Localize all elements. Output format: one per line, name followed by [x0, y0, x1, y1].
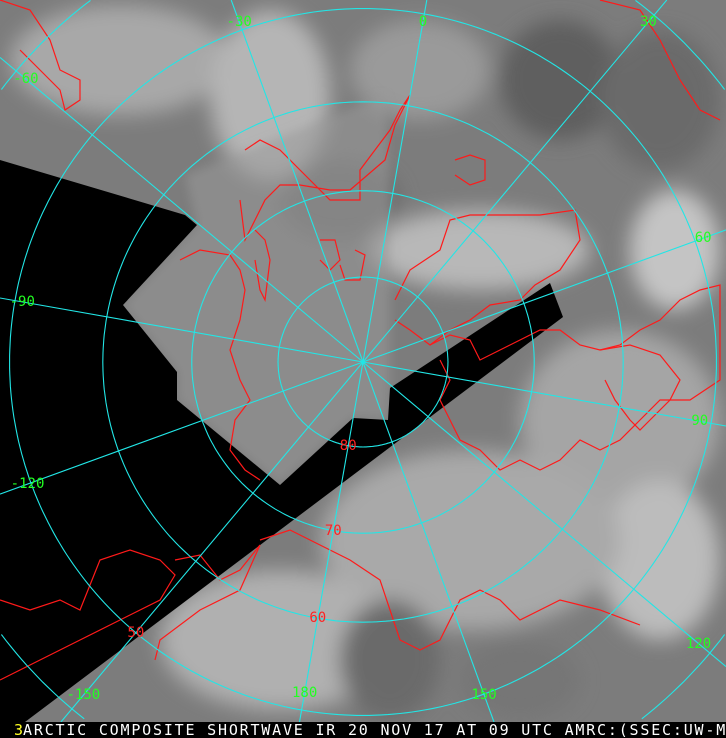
coastline-europe-west	[0, 0, 81, 111]
caption-index: 3	[14, 721, 24, 738]
longitude-label: 120	[685, 635, 712, 652]
coastline-greenland	[394, 209, 581, 346]
latitude-label: 80	[339, 437, 357, 454]
longitude-label: -30	[226, 13, 252, 30]
caption-text: ARCTIC COMPOSITE SHORTWAVE IR 20 NOV 17 …	[23, 721, 726, 738]
meridian-150	[362, 361, 495, 723]
meridian--90	[0, 297, 364, 363]
latitude-circle-40	[641, 634, 726, 720]
longitude-label: -60	[13, 71, 39, 88]
latitude-circle-40	[0, 634, 85, 720]
longitude-label: 0	[418, 14, 428, 31]
longitude-label: -120	[10, 476, 45, 493]
latitude-label: 70	[324, 522, 342, 539]
meridian--180	[298, 361, 364, 723]
latitude-circle-80	[277, 276, 449, 448]
longitude-label: -150	[66, 687, 101, 704]
coastline-british-isles	[339, 249, 366, 281]
coastline-scandinavia	[239, 94, 411, 243]
latitude-circle-50	[9, 8, 717, 716]
no-data-region	[0, 160, 563, 722]
longitude-label: 180	[291, 684, 318, 701]
coastline-svalbard	[319, 239, 341, 271]
coastline-novaya-zemlya	[254, 229, 271, 303]
longitude-label: 150	[471, 686, 497, 703]
coastline-hudson-bay	[599, 344, 681, 431]
meridian--150	[60, 361, 364, 723]
meridian-60	[362, 229, 726, 363]
coastline-greenland-south	[599, 0, 721, 121]
longitude-label: 60	[694, 230, 712, 247]
longitude-label: -90	[9, 293, 35, 310]
longitude-label: 90	[691, 413, 709, 430]
coastline-canadian-archipelago	[429, 284, 721, 471]
coastline-chukotka	[154, 544, 261, 661]
meridian-30	[362, 0, 668, 363]
meridian-120	[362, 361, 726, 668]
latitude-circle-40	[0, 0, 91, 90]
graticule	[0, 0, 726, 723]
coastline-kamchatka	[0, 549, 176, 681]
meridian--30	[230, 0, 364, 363]
latitude-label: 60	[309, 610, 327, 627]
meridian-0	[362, 0, 428, 363]
image-caption: 3ARCTIC COMPOSITE SHORTWAVE IR 20 NOV 17…	[0, 722, 726, 738]
meridian-90	[362, 361, 726, 427]
latitude-label: 50	[127, 624, 145, 641]
latitude-circle-40	[635, 0, 726, 90]
longitude-label: 30	[639, 13, 657, 30]
coastline-alaska	[259, 529, 641, 651]
coastline-iceland	[454, 154, 486, 186]
meridian--120	[0, 361, 364, 495]
latitude-circle-60	[102, 101, 624, 623]
meridian--60	[0, 56, 364, 363]
latitude-circle-70	[191, 190, 535, 534]
